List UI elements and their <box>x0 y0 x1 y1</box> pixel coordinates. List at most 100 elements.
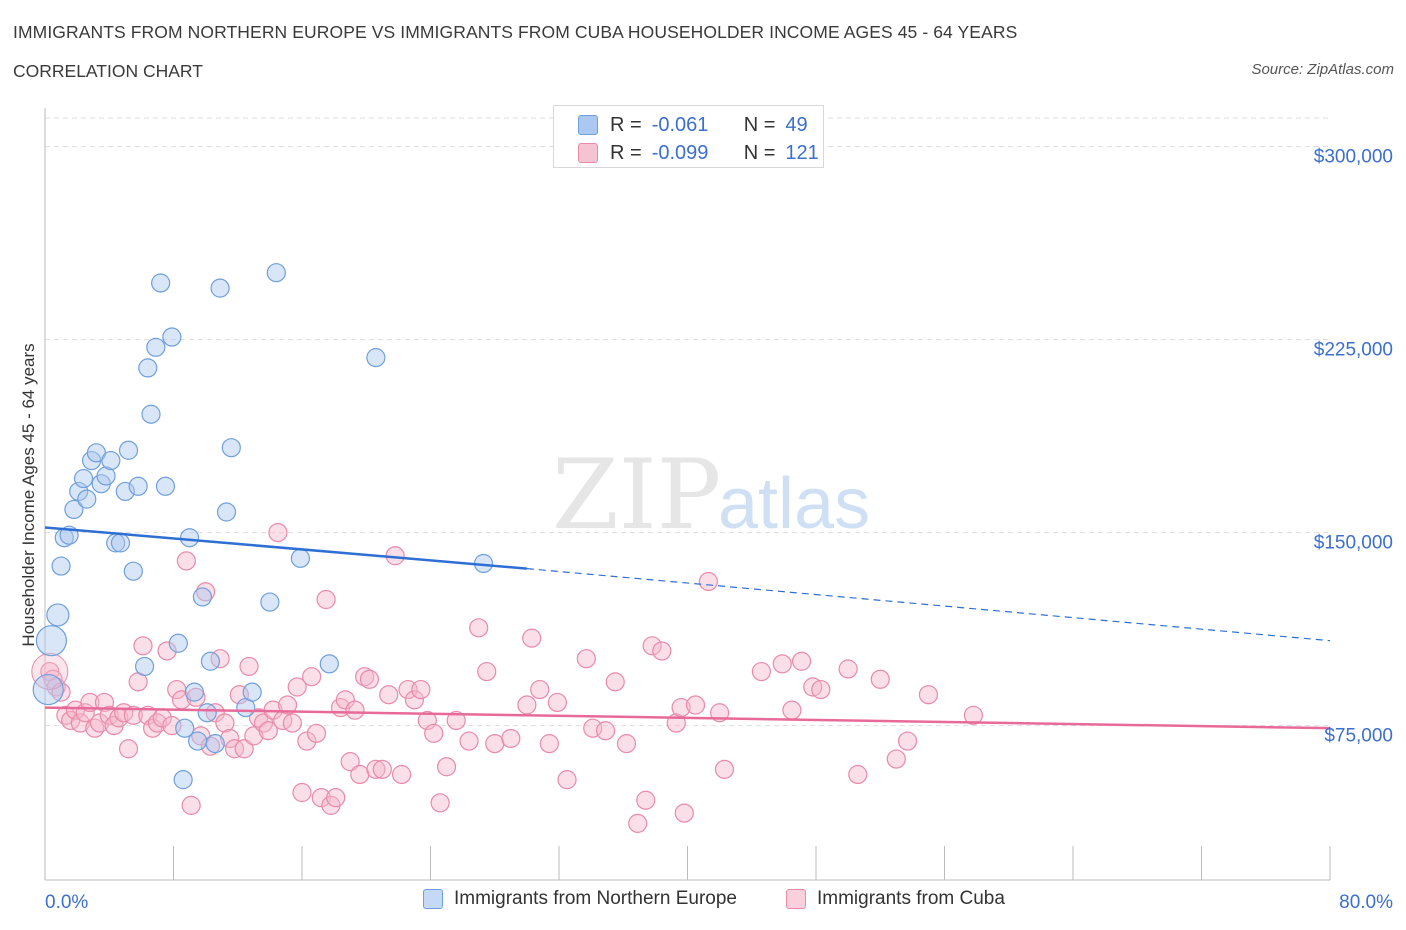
legend-item-northern-europe[interactable]: Immigrants from Northern Europe <box>423 888 737 910</box>
trend-line-cuba <box>44 706 1331 730</box>
data-point-cuba <box>316 589 336 610</box>
data-point-northern-europe <box>138 358 158 378</box>
stats-row-northern-europe: R = -0.061 N = 49 <box>578 112 808 138</box>
data-point-cuba <box>372 759 392 779</box>
data-point-cuba <box>258 721 278 741</box>
data-point-cuba <box>70 713 90 733</box>
data-point-cuba <box>557 770 577 790</box>
data-point-cuba <box>674 803 694 823</box>
data-point-cuba <box>782 700 802 720</box>
data-point-northern-europe <box>162 327 182 347</box>
data-point-cuba <box>350 764 370 785</box>
data-point-cuba <box>123 705 143 725</box>
data-point-northern-europe <box>366 348 386 368</box>
data-point-cuba <box>517 695 537 715</box>
data-point-cuba <box>595 721 616 741</box>
y-axis-tick-labels: $75,000 $150,000 $225,000 $300,000 <box>1314 147 1393 747</box>
legend-swatch-blue <box>423 889 443 909</box>
data-point-cuba <box>359 669 380 689</box>
data-point-northern-europe <box>73 468 94 489</box>
data-point-northern-europe <box>118 440 139 460</box>
data-point-cuba <box>302 667 322 687</box>
data-point-cuba <box>576 649 596 669</box>
series-northern-europe-points <box>32 263 494 790</box>
data-point-cuba <box>605 672 625 692</box>
data-point-northern-europe <box>266 263 286 283</box>
data-point-cuba <box>530 679 550 700</box>
data-point-cuba <box>176 551 196 571</box>
data-point-cuba <box>157 641 177 661</box>
data-point-northern-europe <box>110 533 131 553</box>
data-point-cuba <box>547 692 567 713</box>
data-point-cuba <box>616 734 637 754</box>
data-point-cuba <box>459 731 479 751</box>
data-point-northern-europe <box>192 587 213 607</box>
data-point-cuba <box>636 790 656 810</box>
data-point-cuba <box>642 636 662 656</box>
stats-swatch-blue <box>578 115 598 135</box>
data-point-cuba <box>311 788 331 808</box>
watermark-atlas: atlas <box>718 464 870 544</box>
trend-line-northern-europe <box>44 526 527 570</box>
data-point-northern-europe <box>141 404 161 424</box>
data-point-cuba <box>411 679 431 700</box>
x-tick-label: 80.0% <box>1339 892 1393 913</box>
data-point-northern-europe <box>77 489 97 509</box>
stats-r-label: R = <box>610 113 642 136</box>
data-point-northern-europe <box>179 528 200 548</box>
data-point-northern-europe <box>134 656 155 677</box>
data-point-northern-europe <box>221 438 241 458</box>
data-point-cuba <box>244 726 264 746</box>
data-point-cuba <box>698 571 718 592</box>
data-point-cuba <box>714 759 735 779</box>
data-point-cuba <box>751 661 771 682</box>
data-point-cuba <box>886 749 906 769</box>
data-point-cuba <box>424 723 444 743</box>
y-axis-label: Householder Income Ages 45 - 64 years <box>19 343 38 646</box>
data-point-northern-europe <box>168 633 188 653</box>
data-point-northern-europe <box>260 592 280 612</box>
data-point-cuba <box>501 728 521 749</box>
data-point-northern-europe <box>242 682 262 702</box>
source-label: Source: ZipAtlas.com <box>1251 61 1394 78</box>
axes <box>44 108 1331 881</box>
data-point-cuba <box>345 700 365 720</box>
data-point-cuba <box>918 685 939 705</box>
data-point-northern-europe <box>32 673 64 706</box>
data-point-northern-europe <box>96 466 116 486</box>
data-point-cuba <box>340 752 360 772</box>
data-point-cuba <box>539 734 559 754</box>
data-point-cuba <box>335 690 355 710</box>
grid <box>45 117 1330 727</box>
data-point-northern-europe <box>187 731 208 751</box>
data-point-cuba <box>391 764 412 785</box>
data-point-cuba <box>652 641 672 661</box>
data-point-northern-europe <box>210 278 230 298</box>
data-point-northern-europe <box>146 337 166 357</box>
data-point-cuba <box>485 734 505 754</box>
data-point-cuba <box>306 723 327 743</box>
stats-n-label: N = <box>743 141 776 164</box>
series-cuba-points <box>31 522 984 833</box>
data-point-northern-europe <box>205 734 225 754</box>
data-point-northern-europe <box>64 499 84 520</box>
stats-r-value: -0.099 <box>651 141 709 164</box>
legend-item-cuba[interactable]: Immigrants from Cuba <box>786 888 1005 910</box>
data-point-cuba <box>133 636 153 656</box>
data-point-northern-europe <box>115 481 135 502</box>
data-point-northern-europe <box>35 625 68 657</box>
data-point-cuba <box>685 695 706 715</box>
data-point-northern-europe <box>123 561 143 581</box>
data-point-cuba <box>90 713 110 733</box>
data-point-northern-europe <box>184 682 204 702</box>
stats-r-value: -0.061 <box>651 113 709 136</box>
data-point-northern-europe <box>173 770 193 790</box>
data-point-cuba <box>870 669 890 689</box>
data-point-cuba <box>963 705 984 725</box>
data-point-cuba <box>287 677 307 697</box>
data-point-cuba <box>469 618 489 638</box>
data-point-northern-europe <box>46 603 70 627</box>
data-point-cuba <box>366 759 386 779</box>
stats-n-value: 49 <box>785 113 808 136</box>
